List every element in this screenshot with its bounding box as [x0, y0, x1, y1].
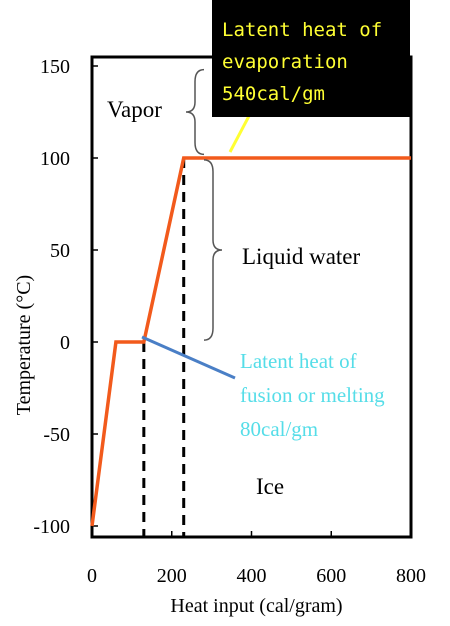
ice-label: Ice — [256, 474, 284, 499]
fusion-label: 80cal/gm — [240, 417, 318, 441]
fusion-label: Latent heat of — [240, 349, 357, 373]
series-line-0 — [90, 156, 411, 527]
y-tick-label: 50 — [50, 240, 70, 262]
x-tick-label: 400 — [237, 565, 267, 587]
vapor-label: Vapor — [107, 97, 162, 122]
plot-area — [90, 55, 413, 539]
plot-frame — [90, 55, 413, 539]
x-tick-label: 800 — [396, 565, 426, 587]
evaporation-label: Latent heat of — [222, 19, 382, 41]
x-tick-label: 200 — [157, 565, 187, 587]
y-tick-label: 0 — [60, 332, 70, 354]
y-tick-label: 100 — [40, 148, 70, 170]
evaporation-pointer — [228, 115, 251, 153]
liquid-water-label: Liquid water — [242, 244, 360, 269]
y-axis-label: Temperature (°C) — [13, 275, 35, 415]
y-tick-label: -50 — [43, 424, 70, 446]
chart-marks — [90, 0, 411, 537]
fusion-pointer — [141, 335, 236, 380]
evaporation-box — [212, 0, 410, 117]
y-tick-label: 150 — [40, 56, 70, 78]
fusion-label: fusion or melting — [240, 383, 385, 407]
liquid-brace — [203, 159, 223, 341]
evaporation-label: evaporation — [222, 51, 348, 73]
x-tick-label: 600 — [316, 565, 346, 587]
chart-labels: 0 200 400 600 800 -100 -50 0 50 100 150 Heat input … — [13, 19, 426, 617]
evaporation-label: 540cal/gm — [222, 83, 325, 105]
x-axis-label: Heat input (cal/gram) — [170, 595, 342, 617]
x-tick-label: 0 — [87, 565, 97, 587]
y-tick-label: -100 — [33, 516, 70, 538]
vapor-brace — [185, 68, 205, 156]
